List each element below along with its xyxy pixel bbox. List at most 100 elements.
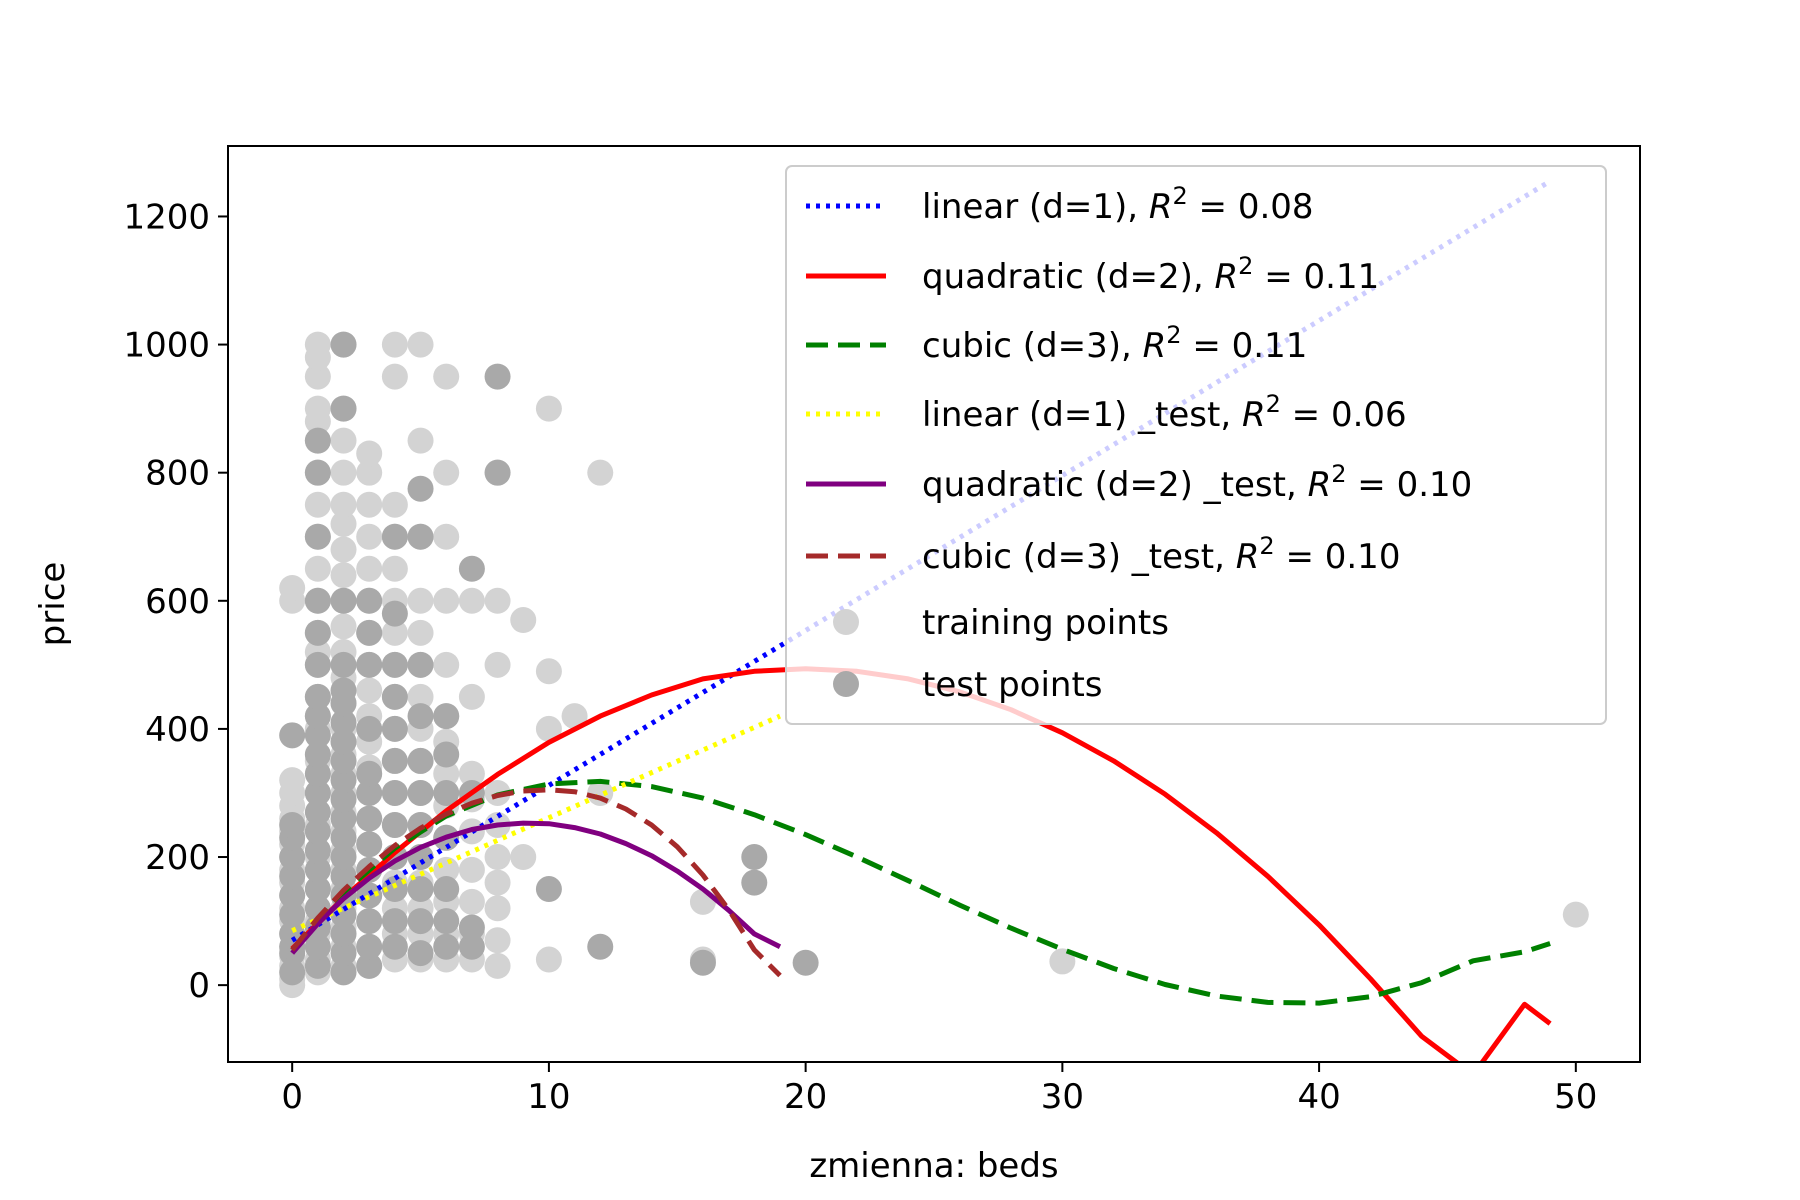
training-point [356,555,383,582]
y-tick-label: 200 [145,838,210,878]
test-point [279,959,306,986]
legend-entry: linear (d=1) _test, R2 = 0.06 [922,390,1407,435]
training-point [484,844,511,871]
training-point [484,895,511,922]
training-point [458,683,485,710]
training-point [510,607,537,634]
test-point [330,677,357,704]
test-point [330,786,357,813]
training-point [407,683,434,710]
test-point [356,882,383,909]
test-point [433,703,460,730]
test-point [407,523,434,550]
legend-entry: quadratic (d=2) _test, R2 = 0.10 [922,460,1472,505]
training-point [381,619,408,646]
training-point [356,523,383,550]
test-point [279,811,306,838]
legend-entry: cubic (d=3), R2 = 0.11 [922,321,1307,366]
training-point [407,331,434,358]
legend-entry: cubic (d=3) _test, R2 = 0.10 [922,532,1400,577]
plot-frame [227,145,1641,1063]
test-point [279,882,306,909]
training-point [433,651,460,678]
y-axis-label: price [33,562,73,647]
test-point [407,908,434,935]
test-point [330,844,357,871]
training-point [304,363,331,390]
test-point [356,760,383,787]
test-point [381,779,408,806]
training-point [458,856,485,883]
test-point [304,703,331,730]
legend-marker [833,609,859,635]
training-point [484,587,511,614]
test-point [279,901,306,928]
test-point [407,876,434,903]
test-point [484,363,511,390]
x-tick-label: 30 [1041,1077,1084,1117]
training-point [330,491,357,518]
test-point [356,651,383,678]
training-point [458,888,485,915]
test-point [381,715,408,742]
test-point [741,869,768,896]
training-point [356,459,383,486]
training-point [689,888,716,915]
training-point [381,491,408,518]
training-point [433,587,460,614]
test-point [433,876,460,903]
test-point [792,949,819,976]
training-point [381,331,408,358]
training-point [458,760,485,787]
training-point [407,427,434,454]
y-axis: 0 200 400 600 800 1000 1200 [123,197,228,1006]
test-point [304,799,331,826]
test-point [407,940,434,967]
test-point [433,933,460,960]
test-point [381,747,408,774]
training-point [535,395,562,422]
x-tick-label: 10 [527,1077,570,1117]
training-point [458,587,485,614]
training-point [330,613,357,640]
test-point [330,709,357,736]
training-point [330,510,357,537]
test-point [330,587,357,614]
training-point [279,767,306,794]
training-point [330,459,357,486]
test-point [535,876,562,903]
y-tick-label: 800 [145,454,210,494]
training-point [484,651,511,678]
test-point [304,837,331,864]
test-point [304,587,331,614]
training-point [1562,901,1589,928]
test-point [304,876,331,903]
training-point [356,677,383,704]
x-tick-label: 0 [281,1077,303,1117]
test-point [304,523,331,550]
test-point [587,933,614,960]
test-point [356,805,383,832]
test-point [330,824,357,851]
test-point [356,779,383,806]
training-point [356,491,383,518]
training-point [433,363,460,390]
test-point [304,856,331,883]
test-point [330,331,357,358]
test-point [407,475,434,502]
test-point [484,459,511,486]
test-point [381,600,408,627]
x-tick-label: 50 [1554,1077,1597,1117]
test-point [330,747,357,774]
test-point [356,587,383,614]
test-point [330,767,357,794]
training-point [330,562,357,589]
test-point [304,818,331,845]
legend-entry: linear (d=1), R2 = 0.08 [922,182,1314,227]
test-point [356,619,383,646]
test-point [279,844,306,871]
training-point [1049,948,1076,975]
y-tick-label: 1000 [123,326,210,366]
training-point [330,427,357,454]
